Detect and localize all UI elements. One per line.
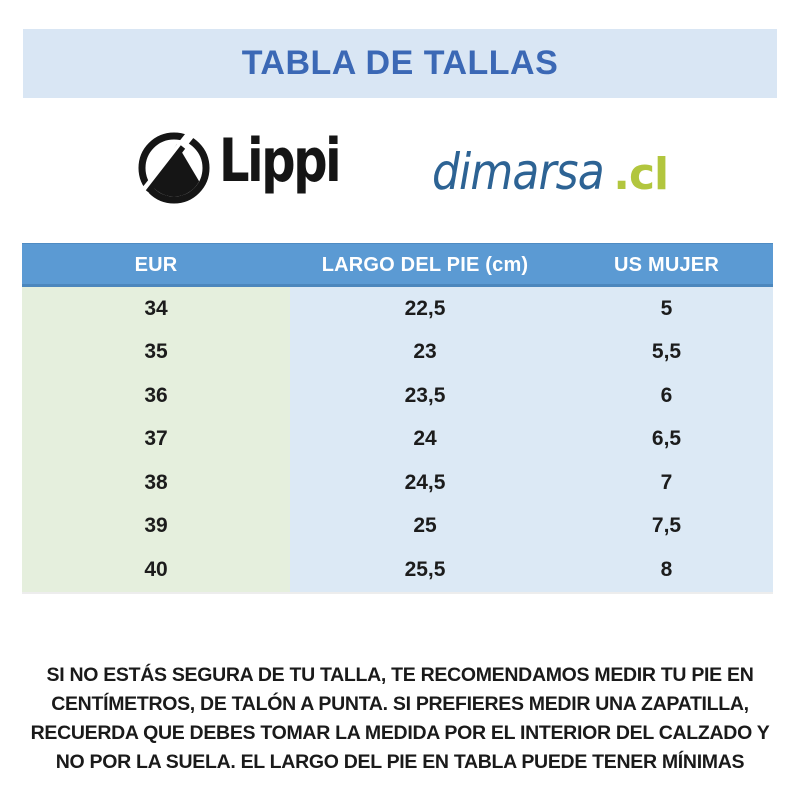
table-row: 39 25 7,5 bbox=[22, 504, 773, 548]
dimarsa-tld: .cl bbox=[613, 149, 669, 200]
foot-length-cell: 24,5 bbox=[290, 461, 560, 505]
title-banner: TABLA DE TALLAS bbox=[23, 29, 777, 98]
table-row: 37 24 6,5 bbox=[22, 417, 773, 461]
size-table-body: 34 22,5 5 35 23 5,5 36 23,5 6 37 24 6,5 38 24,5 7 39 25 7… bbox=[22, 287, 773, 592]
foot-length-cell: 25 bbox=[290, 504, 560, 548]
us-women-cell: 6,5 bbox=[560, 417, 773, 461]
page-title: TABLA DE TALLAS bbox=[241, 44, 559, 82]
us-women-cell: 5 bbox=[560, 287, 773, 331]
us-women-cell: 8 bbox=[560, 548, 773, 592]
dimarsa-logo: dimarsa .cl bbox=[432, 143, 669, 201]
eur-cell: 35 bbox=[22, 330, 290, 374]
foot-length-cell: 24 bbox=[290, 417, 560, 461]
us-women-cell: 5,5 bbox=[560, 330, 773, 374]
size-table: EUR LARGO DEL PIE (cm) US MUJER 34 22,5 5 3… bbox=[22, 243, 773, 592]
foot-length-cell: 25,5 bbox=[290, 548, 560, 592]
table-row: 38 24,5 7 bbox=[22, 461, 773, 505]
lippi-wordmark: Lippi bbox=[219, 126, 342, 196]
table-header-row: EUR LARGO DEL PIE (cm) US MUJER bbox=[22, 243, 773, 287]
note-line: SI NO ESTÁS SEGURA DE TU TALLA, TE RECOM… bbox=[46, 664, 754, 686]
us-women-cell: 6 bbox=[560, 374, 773, 418]
header-us-women: US MUJER bbox=[560, 243, 773, 287]
foot-length-cell: 22,5 bbox=[290, 287, 560, 331]
measurement-note: SI NO ESTÁS SEGURA DE TU TALLA, TE RECOM… bbox=[30, 661, 770, 777]
note-line: CENTÍMETROS, DE TALÓN A PUNTA. SI PREFIE… bbox=[51, 693, 749, 715]
us-women-cell: 7,5 bbox=[560, 504, 773, 548]
us-women-cell: 7 bbox=[560, 461, 773, 505]
lippi-mountain-icon bbox=[138, 132, 210, 204]
header-foot-length: LARGO DEL PIE (cm) bbox=[290, 243, 560, 287]
eur-cell: 39 bbox=[22, 504, 290, 548]
table-row: 36 23,5 6 bbox=[22, 374, 773, 418]
eur-cell: 40 bbox=[22, 548, 290, 592]
eur-cell: 38 bbox=[22, 461, 290, 505]
eur-cell: 34 bbox=[22, 287, 290, 331]
table-row: 34 22,5 5 bbox=[22, 287, 773, 331]
eur-cell: 37 bbox=[22, 417, 290, 461]
dimarsa-wordmark: dimarsa bbox=[432, 143, 605, 201]
note-line: RECUERDA QUE DEBES TOMAR LA MEDIDA POR E… bbox=[30, 722, 770, 744]
note-line: NO POR LA SUELA. EL LARGO DEL PIE EN TAB… bbox=[55, 751, 745, 773]
header-eur: EUR bbox=[22, 243, 290, 287]
lippi-logo: Lippi bbox=[133, 124, 383, 214]
eur-cell: 36 bbox=[22, 374, 290, 418]
foot-length-cell: 23 bbox=[290, 330, 560, 374]
foot-length-cell: 23,5 bbox=[290, 374, 560, 418]
table-row: 40 25,5 8 bbox=[22, 548, 773, 592]
table-row: 35 23 5,5 bbox=[22, 330, 773, 374]
